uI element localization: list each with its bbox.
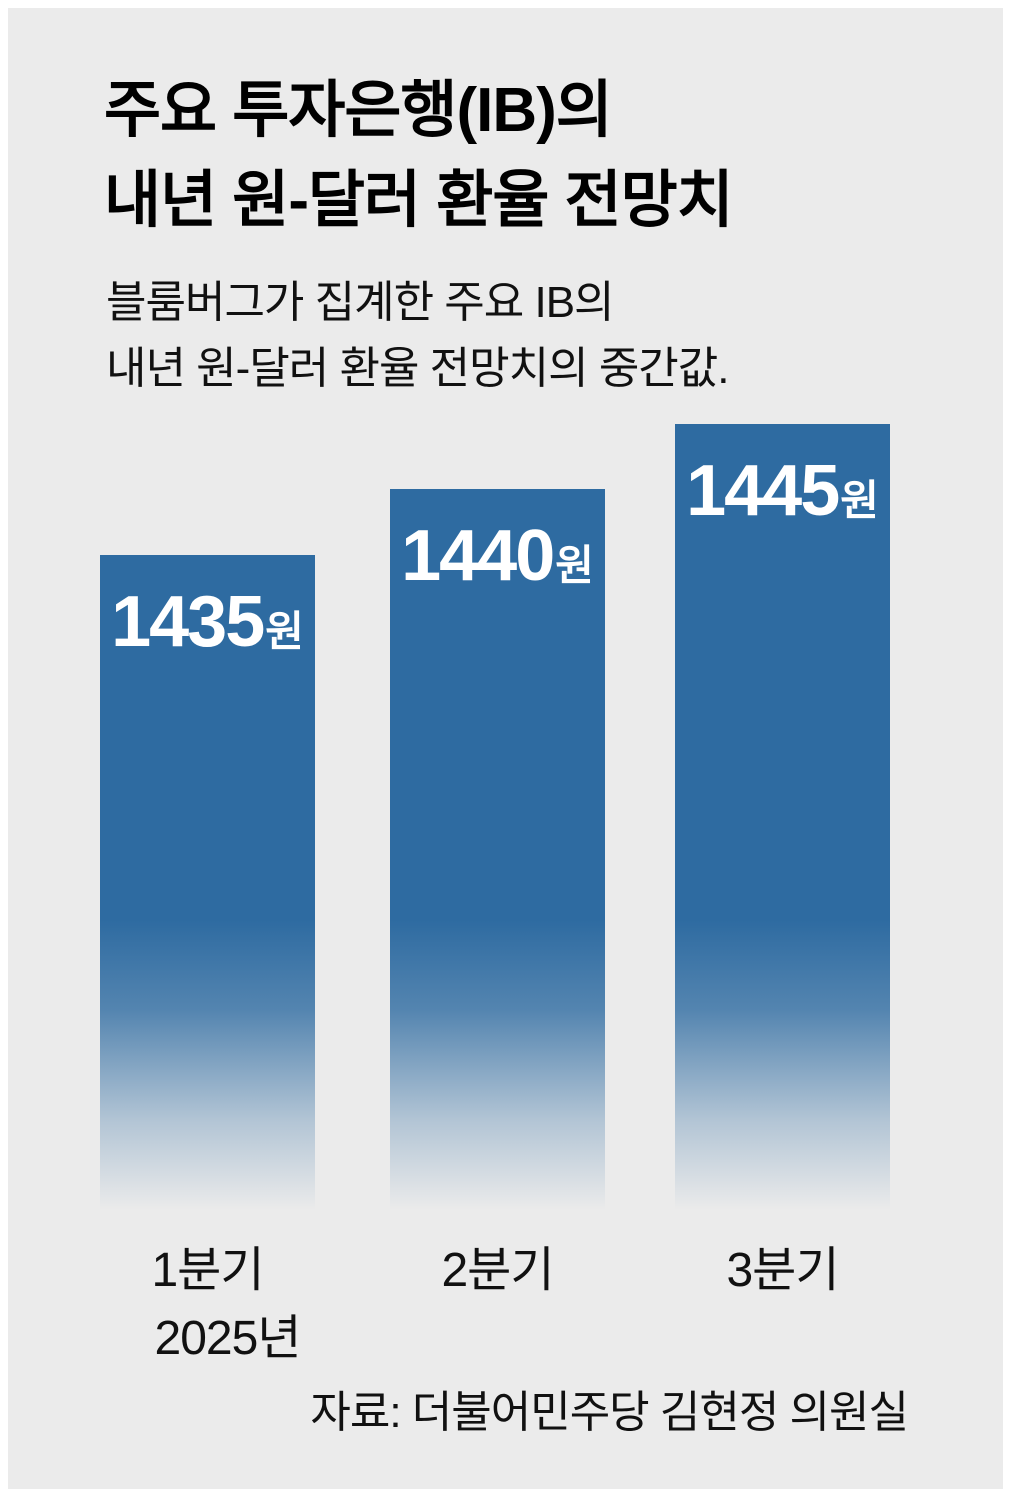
- source-note: 자료: 더불어민주당 김현정 의원실: [310, 1388, 909, 1437]
- chart-title: 주요 투자은행(IB)의 내년 원-달러 환율 전망치: [104, 66, 734, 246]
- bar-q2-value-label: 1440원: [390, 515, 605, 597]
- x-axis-year-label: 2025년: [154, 1312, 302, 1365]
- bar-q2-unit: 원: [555, 542, 594, 589]
- bar-q2-value: 1440: [401, 516, 555, 596]
- bar-q1-value-label: 1435원: [100, 581, 315, 663]
- x-axis-label-q1: 1분기: [151, 1244, 264, 1297]
- bar-q2: 1440원: [390, 489, 605, 1210]
- bar-q3-unit: 원: [840, 477, 879, 524]
- bar-q1: 1435원: [100, 555, 315, 1210]
- bar-q3-value: 1445: [686, 451, 840, 531]
- chart-title-line-1: 주요 투자은행(IB)의: [104, 76, 613, 145]
- chart-subtitle-line-2: 내년 원-달러 환율 전망치의 중간값.: [106, 344, 729, 393]
- bar-q3-value-label: 1445원: [675, 450, 890, 532]
- chart-subtitle: 블룸버그가 집계한 주요 IB의 내년 원-달러 환율 전망치의 중간값.: [106, 270, 729, 402]
- bar-q1-unit: 원: [265, 608, 304, 655]
- bar-chart-plot-area: 1435원 1440원 1445원: [8, 8, 1003, 1210]
- chart-panel: 주요 투자은행(IB)의 내년 원-달러 환율 전망치 블룸버그가 집계한 주요…: [8, 8, 1003, 1489]
- chart-subtitle-line-1: 블룸버그가 집계한 주요 IB의: [106, 278, 615, 327]
- x-axis-label-q2: 2분기: [441, 1244, 554, 1297]
- bar-q3: 1445원: [675, 424, 890, 1210]
- chart-title-line-2: 내년 원-달러 환율 전망치: [104, 166, 734, 235]
- x-axis-label-q3: 3분기: [726, 1244, 839, 1297]
- bar-q1-value: 1435: [111, 582, 265, 662]
